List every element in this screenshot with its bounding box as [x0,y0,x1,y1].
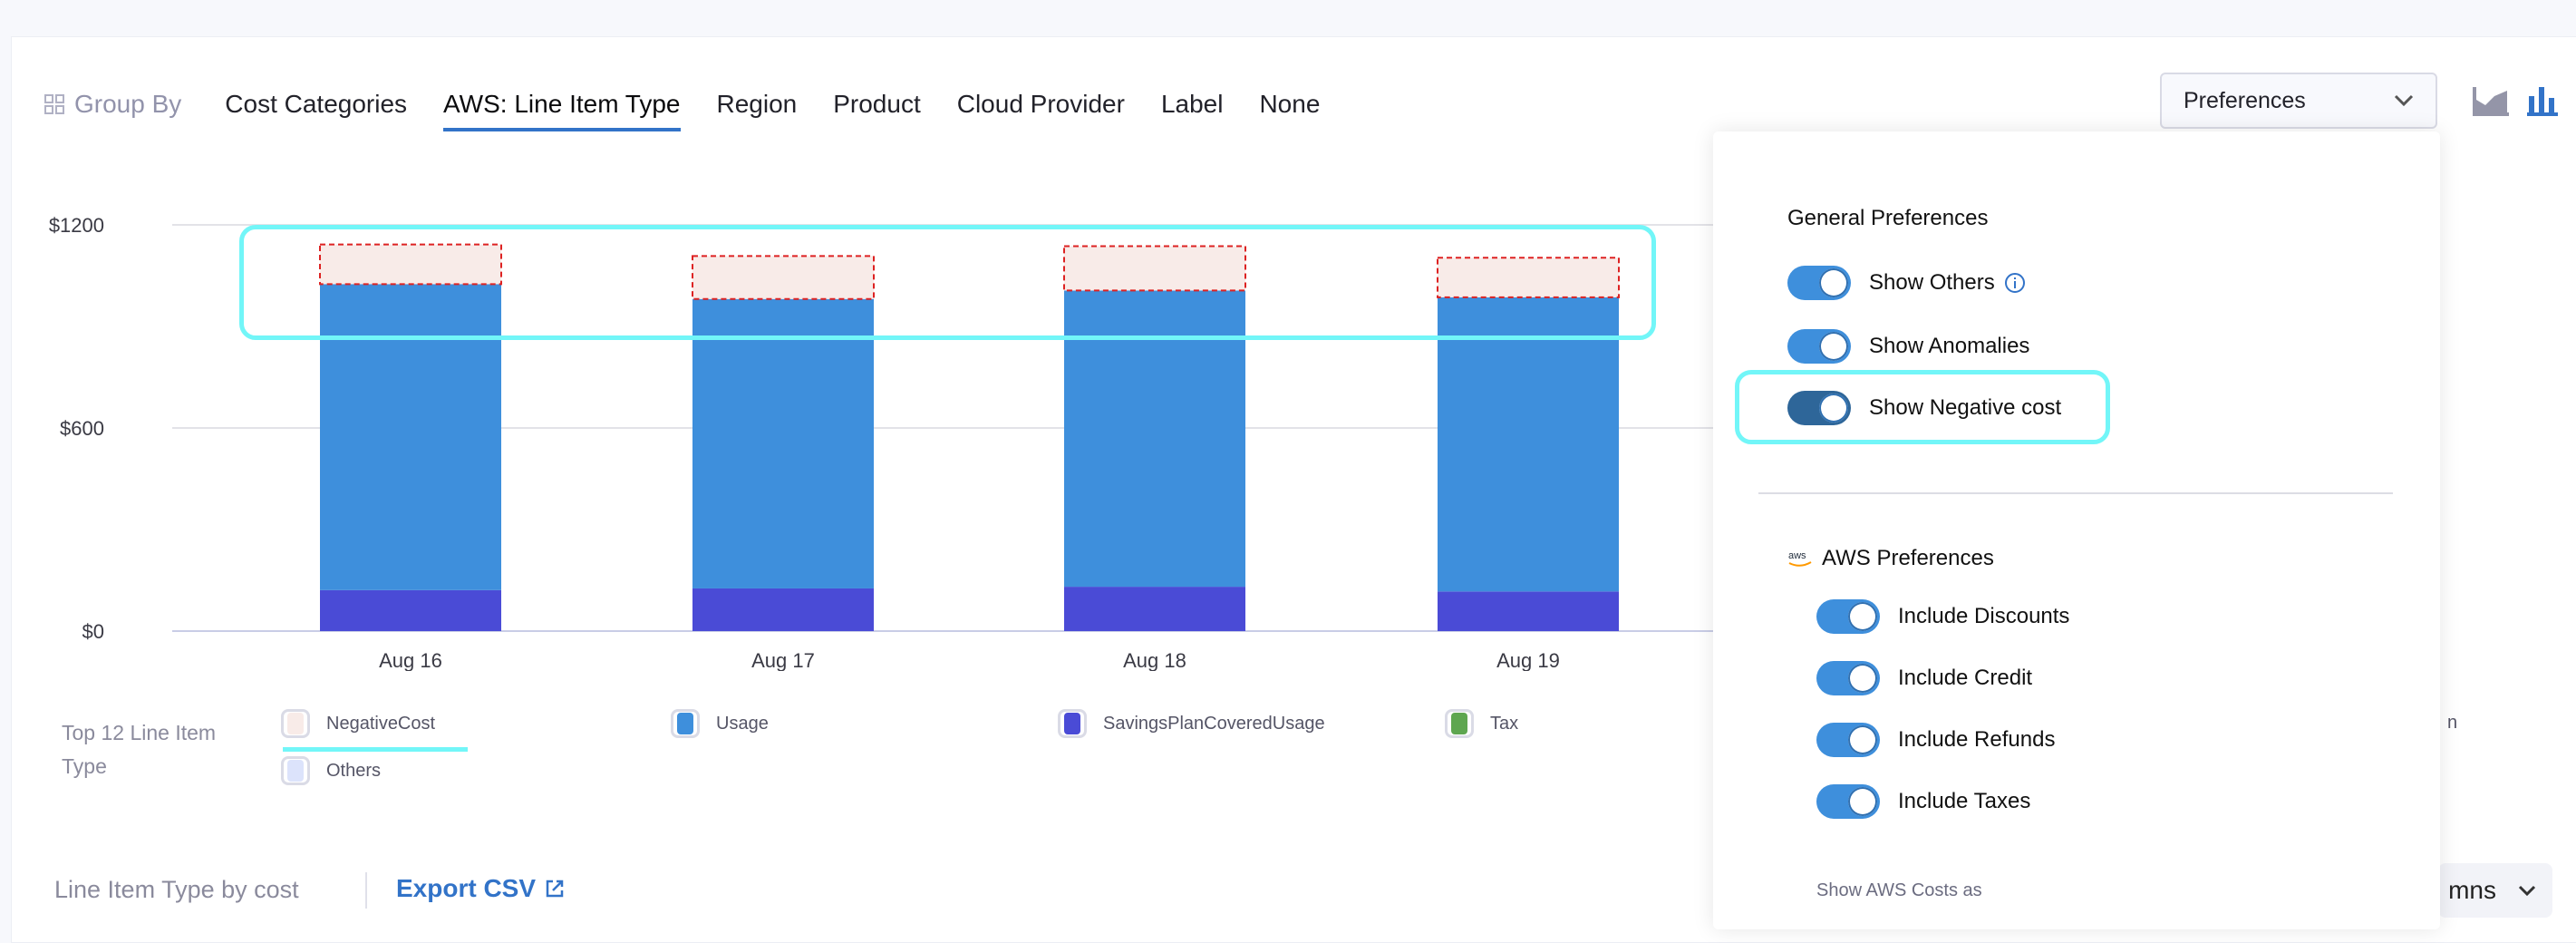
highlight-negative-cost-toggle [1735,370,2110,444]
tab-label[interactable]: Label [1160,90,1224,118]
legend-title: Top 12 Line Item Type [62,721,217,778]
bar-segment-savingsplancoveredusage [320,589,501,631]
legend-item-tax[interactable]: Tax [1445,709,1518,738]
tab-aws-line-item-type[interactable]: AWS: Line Item Type [443,90,681,131]
legend-item-negativecost[interactable]: NegativeCost [281,709,435,738]
tab-cloud-provider[interactable]: Cloud Provider [956,90,1125,118]
toggle-row-include-discounts[interactable]: Include Discounts [1816,599,2069,634]
columns-dropdown[interactable]: mns [2438,863,2552,918]
bar-segment-negativecost [319,243,502,286]
x-tick-label: Aug 19 [1496,649,1560,671]
x-tick-label: Aug 18 [1123,649,1186,671]
chevron-down-icon [2518,885,2536,896]
show-negative-cost-toggle[interactable] [1787,391,1851,425]
preferences-dropdown[interactable]: Preferences [2160,73,2437,129]
tab-product[interactable]: Product [833,90,921,118]
aws-logo-icon: aws [1788,550,1812,567]
include-credit-toggle[interactable] [1816,661,1880,695]
legend-item-others[interactable]: Others [281,756,381,785]
bar-segment-negativecost [692,255,875,300]
toggle-row-include-refunds[interactable]: Include Refunds [1816,723,2055,757]
area-chart-icon[interactable] [2473,87,2509,116]
show-aws-costs-as-label: Show AWS Costs as [1816,880,1982,900]
tab-region[interactable]: Region [716,90,798,118]
tab-cost-categories[interactable]: Cost Categories [225,90,408,118]
include-refunds-toggle[interactable] [1816,723,1880,757]
toggle-row-include-credit[interactable]: Include Credit [1816,661,2032,695]
aws-preferences-title: aws AWS Preferences [1788,546,1994,570]
tab-none[interactable]: None [1259,90,1321,118]
show-others-toggle[interactable] [1787,266,1851,300]
y-tick-label: $0 [82,620,104,643]
toggle-row-show-negative-cost[interactable]: Show Negative cost [1787,391,2061,425]
y-tick-label: $600 [60,417,104,440]
export-csv-link[interactable]: Export CSV [396,874,565,903]
bar-chart-icon[interactable] [2527,85,2558,116]
legend-overflow-text: n [2447,713,2458,733]
bar-segment-usage [320,284,501,590]
external-link-icon [546,880,564,898]
bar-segment-usage [1438,297,1619,592]
legend-item-usage[interactable]: Usage [671,709,769,738]
group-by-label: Group By [44,90,181,119]
bar-segment-negativecost [1437,257,1620,298]
bar-segment-savingsplancoveredusage [1438,591,1619,631]
bar-segment-negativecost [1063,245,1246,292]
stacked-bar-chart: $0 $600 $1200 Aug 16 Aug 17 Aug 18 Aug 19 [49,214,1713,671]
include-discounts-toggle[interactable] [1816,599,1880,634]
general-preferences-title: General Preferences [1787,206,1989,230]
group-by-bar: Group By Cost Categories AWS: Line Item … [44,83,1356,131]
preferences-panel: General Preferences Show Others Show Ano… [1713,131,2440,929]
info-icon[interactable] [2004,272,2026,294]
include-taxes-toggle[interactable] [1816,784,1880,819]
svg-text:aws: aws [1788,550,1806,561]
toggle-row-include-taxes[interactable]: Include Taxes [1816,784,2030,819]
legend-item-savingsplancoveredusage[interactable]: SavingsPlanCoveredUsage [1058,709,1325,738]
toggle-row-show-others[interactable]: Show Others [1787,266,2026,300]
bar-segment-savingsplancoveredusage [692,588,874,631]
show-anomalies-toggle[interactable] [1787,329,1851,364]
divider [1758,492,2393,494]
grid-icon [44,94,64,114]
chevron-down-icon [2394,94,2414,107]
bar-segment-usage [692,298,874,588]
table-title: Line Item Type by cost [54,876,299,903]
toggle-row-show-anomalies[interactable]: Show Anomalies [1787,329,2029,364]
x-tick-label: Aug 16 [379,649,442,671]
highlight-negative-cost-bars [239,225,1656,340]
highlight-underline [283,747,468,752]
divider [365,872,367,909]
y-tick-label: $1200 [49,214,104,237]
x-tick-label: Aug 17 [751,649,815,671]
bar-segment-savingsplancoveredusage [1064,587,1245,631]
